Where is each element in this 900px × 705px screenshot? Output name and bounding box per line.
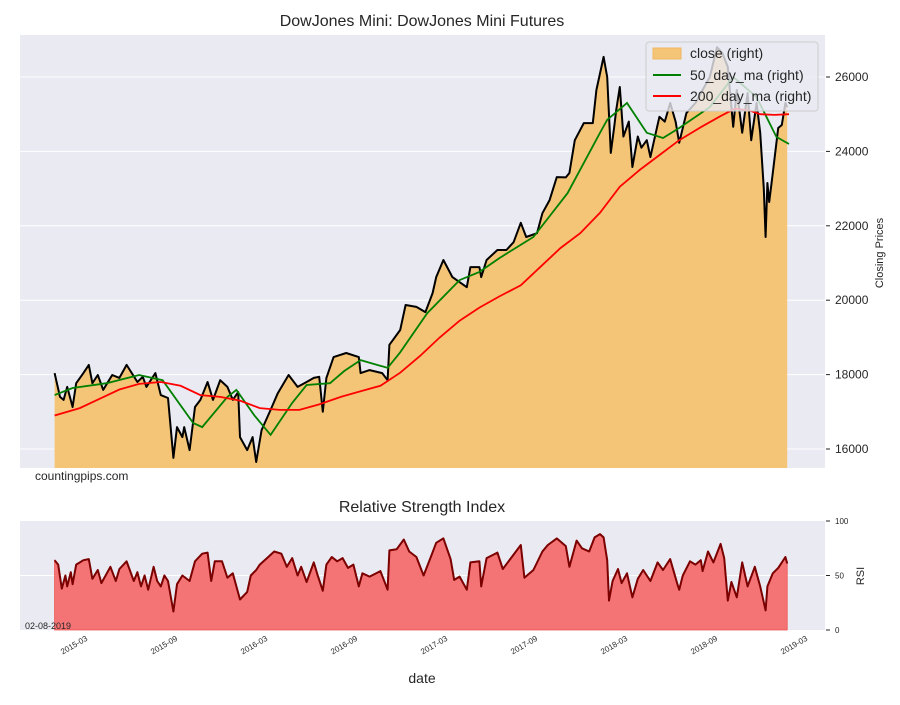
close-area-fill bbox=[54, 47, 788, 468]
main-y-tick-label: 16000 bbox=[835, 442, 869, 456]
rsi-x-tick-label: 2015-09 bbox=[149, 634, 179, 657]
rsi-line bbox=[53, 533, 789, 613]
main-y-tick-label: 20000 bbox=[835, 293, 869, 307]
rsi-x-ticks: 2015-03 2015-09 2016-03 2016-09 2017-03 2017-… bbox=[59, 634, 809, 657]
rsi-x-tick-label: 2019-03 bbox=[779, 634, 809, 657]
rsi-y-axis-label: RSI bbox=[855, 567, 867, 585]
legend-box bbox=[645, 41, 819, 112]
rsi-x-tick-label: 2018-03 bbox=[599, 634, 629, 657]
main-y-tick-label: 18000 bbox=[835, 368, 869, 382]
main-series bbox=[53, 46, 790, 468]
main-title: DowJones Mini: DowJones Mini Futures bbox=[280, 13, 565, 30]
main-y-tick-label: 24000 bbox=[835, 144, 869, 158]
watermark-text: countingpips.com bbox=[35, 469, 128, 483]
rsi-x-tick-label: 2017-03 bbox=[419, 634, 449, 657]
rsi-x-tick-label: 2016-09 bbox=[329, 634, 359, 657]
x-axis-label: date bbox=[408, 670, 435, 686]
main-y-tick-label: 22000 bbox=[835, 219, 869, 233]
legend-ma200-label: 200_day_ma (right) bbox=[690, 88, 811, 104]
rsi-x-tick-label: 2016-03 bbox=[239, 634, 269, 657]
rsi-date-annotation: 02-08-2019 bbox=[25, 621, 71, 631]
rsi-x-tick-label: 2018-09 bbox=[689, 634, 719, 657]
main-y-tick-label: 26000 bbox=[835, 70, 869, 84]
rsi-series bbox=[53, 533, 789, 631]
rsi-y-tick-label: 100 bbox=[835, 517, 849, 526]
rsi-x-tick-label: 2015-03 bbox=[59, 634, 89, 657]
main-y-ticks: 16000 18000 20000 22000 24000 26000 bbox=[826, 70, 869, 456]
legend-close-label: close (right) bbox=[690, 45, 763, 61]
rsi-y-tick-label: 0 bbox=[835, 626, 840, 635]
legend-close-swatch bbox=[652, 47, 682, 60]
ma50-line bbox=[54, 75, 790, 437]
legend: close (right) 50_day_ma (right) 200_day_… bbox=[645, 41, 819, 112]
legend-ma50-label: 50_day_ma (right) bbox=[690, 67, 804, 83]
rsi-y-tick-label: 50 bbox=[835, 572, 844, 581]
rsi-y-ticks: 0 50 100 bbox=[826, 517, 849, 635]
ma200-line bbox=[54, 107, 790, 417]
main-y-axis-label: Closing Prices bbox=[874, 217, 886, 288]
rsi-x-tick-label: 2017-09 bbox=[509, 634, 539, 657]
rsi-title: Relative Strength Index bbox=[339, 499, 505, 516]
